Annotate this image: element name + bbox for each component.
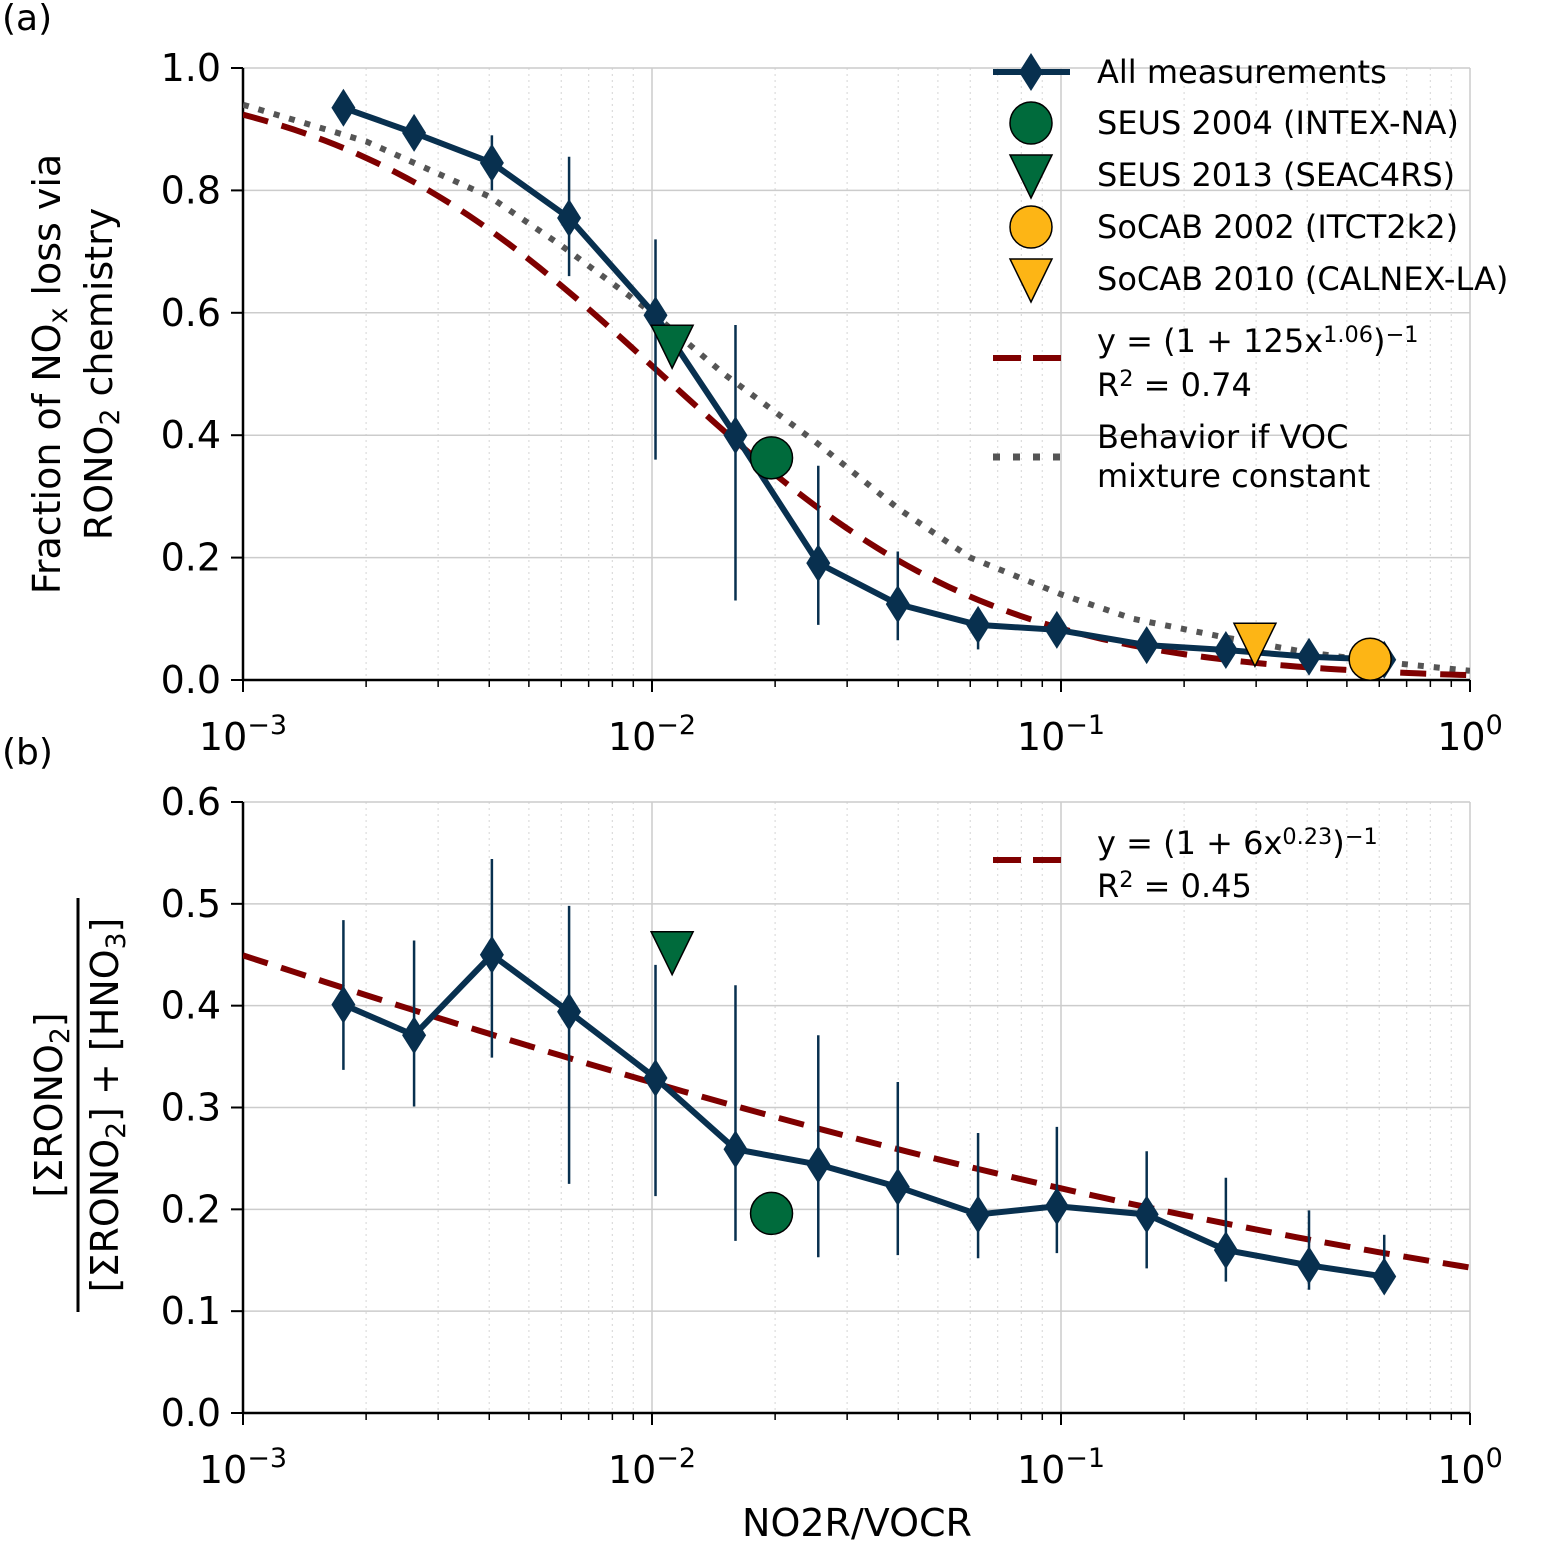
y-tick-label: 0.2 (161, 1187, 221, 1231)
y-label-numerator: [ΣRONO2] (27, 1012, 76, 1197)
legend-label-voc: mixture constant (1097, 457, 1370, 495)
x-tick-label: 10−3 (199, 1443, 287, 1492)
x-axis-label: NO2R/VOCR (742, 1501, 972, 1542)
campaign-marker-seus-2004 (749, 436, 794, 480)
y-tick-label: 1.0 (161, 46, 221, 90)
measurement-point (557, 198, 582, 237)
y-tick-label: 0.1 (161, 1289, 221, 1333)
voc-constant-curve (243, 101, 1470, 674)
measurement-point (479, 143, 504, 182)
measurement-point (331, 985, 356, 1024)
legend-label-r2: R2 = 0.45 (1097, 867, 1252, 905)
measurement-point (1044, 1187, 1069, 1226)
measurement-point (966, 605, 991, 644)
campaign-marker-seus-2004 (749, 1191, 794, 1236)
legend-label-r2: R2 = 0.74 (1097, 366, 1252, 404)
panel-b: 10−3 10−2 10−1 100 0.0 0.1 0.2 0.3 0.4 0.5 0.6 (b) y… (2, 732, 1503, 1492)
legend-label: SEUS 2004 (INTEX-NA) (1097, 104, 1459, 142)
measurement-point (1213, 1231, 1238, 1270)
legend: y = (1 + 6x0.23)−1 R2 = 0.45 (993, 824, 1378, 905)
x-tick-label: 10−1 (1017, 1443, 1105, 1492)
y-axis-label: [ΣRONO2][ΣRONO2] + [HNO3] (27, 898, 132, 1312)
campaign-marker-socab-2010 (1232, 622, 1278, 668)
legend-marker (1009, 205, 1053, 249)
x-tick-label: 10−1 (1017, 710, 1105, 759)
y-tick-label: 0.5 (161, 882, 221, 926)
measurement-point (331, 88, 356, 127)
x-tick-label: 10−2 (608, 1443, 696, 1492)
x-tick-label: 10−3 (199, 710, 287, 759)
y-tick-label: 0.2 (161, 536, 221, 580)
x-tick-label: 100 (1437, 1443, 1503, 1492)
measurement-point (806, 544, 831, 583)
y-tick-label: 0.4 (161, 413, 221, 457)
measurements-line (342, 104, 1385, 663)
measurement-point (1213, 631, 1238, 670)
panel-label: (b) (2, 732, 53, 773)
x-tick-label: 100 (1437, 710, 1503, 759)
measurement-point (402, 113, 427, 152)
legend-marker (1008, 154, 1054, 200)
legend-label: SoCAB 2002 (ITCT2k2) (1097, 208, 1458, 246)
legend-label: All measurements (1097, 53, 1387, 91)
y-tick-label: 0.6 (161, 291, 221, 335)
measurement-point (885, 1167, 910, 1206)
measurement-point (1134, 626, 1159, 665)
y-tick-label: 0.0 (161, 1391, 221, 1435)
measurement-point (885, 585, 910, 624)
measurement-point (1044, 610, 1069, 649)
legend-label: SoCAB 2010 (CALNEX-LA) (1097, 260, 1508, 298)
measurement-point (402, 1016, 427, 1055)
measurement-point (643, 1058, 668, 1097)
legend-marker (1008, 258, 1054, 304)
y-tick-label: 0.0 (161, 658, 221, 702)
legend-marker-measurements (1019, 53, 1043, 91)
y-axis-label: Fraction of NOx loss via (25, 154, 74, 594)
plot-area (243, 88, 1470, 679)
measurement-point (557, 992, 582, 1031)
plot-area (243, 859, 1470, 1296)
legend: All measurements SEUS 2004 (INTEX-NA) SEUS… (993, 53, 1508, 495)
measurement-point (1297, 1246, 1322, 1285)
fit-curve (243, 111, 1470, 679)
measurement-point (723, 1130, 748, 1169)
measurement-point (966, 1195, 991, 1234)
campaign-marker-seus-2013 (649, 930, 695, 977)
legend-label-fit: y = (1 + 125x1.06)−1 (1097, 322, 1418, 360)
legend-label: SEUS 2013 (SEAC4RS) (1097, 156, 1455, 194)
measurement-point (1297, 637, 1322, 676)
panel-a: 10−3 10−2 10−1 100 0.0 0.2 0.4 0.6 0.8 1.0 (a) All … (2, 0, 1508, 759)
fit-curve (243, 952, 1470, 1271)
measurement-point (723, 416, 748, 455)
y-axis-label: RONO2 chemistry (77, 208, 126, 540)
measurement-point (1372, 1257, 1397, 1296)
y-tick-label: 0.6 (161, 780, 221, 824)
y-label-denominator: [ΣRONO2] + [HNO3] (83, 918, 132, 1293)
measurement-point (1134, 1195, 1159, 1234)
measurements-line (342, 951, 1385, 1280)
x-tick-label: 10−2 (608, 710, 696, 759)
campaign-marker-socab-2002 (1348, 637, 1392, 681)
y-tick-label: 0.8 (161, 168, 221, 212)
legend-label-voc: Behavior if VOC (1097, 418, 1348, 456)
measurement-point (806, 1145, 831, 1184)
measurement-point (479, 935, 504, 974)
y-tick-label: 0.3 (161, 1086, 221, 1130)
panel-label: (a) (2, 0, 52, 39)
y-tick-label: 0.4 (161, 984, 221, 1028)
campaign-marker-seus-2013 (649, 324, 695, 370)
legend-marker (1009, 101, 1053, 145)
legend-label-fit: y = (1 + 6x0.23)−1 (1097, 824, 1378, 862)
